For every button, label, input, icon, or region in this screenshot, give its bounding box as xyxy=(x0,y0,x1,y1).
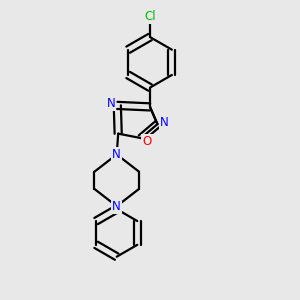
Text: Cl: Cl xyxy=(144,10,156,23)
Text: N: N xyxy=(112,148,121,161)
Text: N: N xyxy=(106,98,115,110)
Text: O: O xyxy=(142,135,152,148)
Text: N: N xyxy=(112,200,121,213)
Text: N: N xyxy=(160,116,168,129)
